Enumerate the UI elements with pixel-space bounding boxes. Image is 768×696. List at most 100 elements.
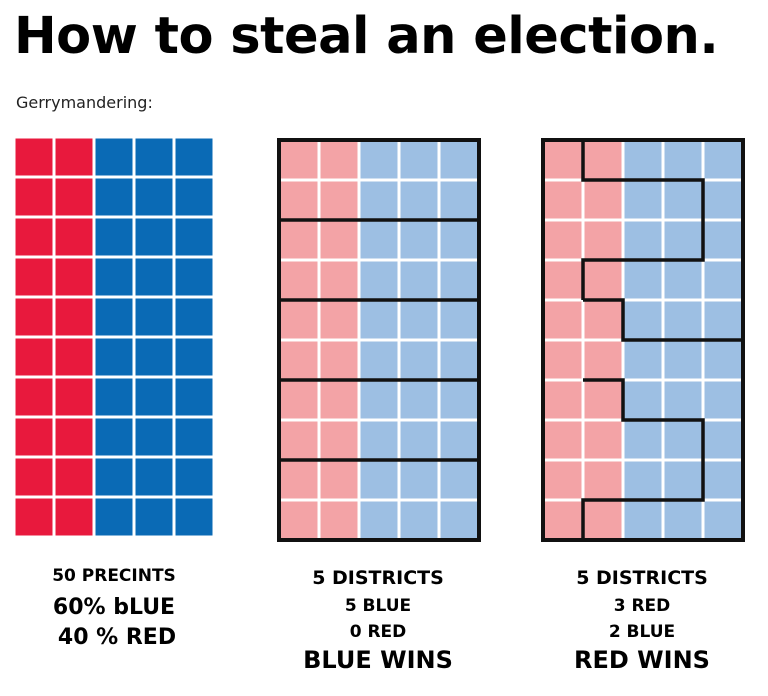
precinct-red-cell xyxy=(280,181,318,219)
precinct-red-cell xyxy=(15,218,53,256)
precinct-blue-cell xyxy=(400,261,438,299)
caption-red-wins-line-2: 3 RED xyxy=(613,596,671,616)
precinct-red-cell xyxy=(320,181,358,219)
precinct-blue-cell xyxy=(360,261,398,299)
precinct-red-cell xyxy=(55,498,93,536)
precinct-blue-cell xyxy=(95,218,133,256)
precinct-red-cell xyxy=(280,381,318,419)
district-boundary xyxy=(581,140,705,300)
precinct-red-cell xyxy=(280,341,318,379)
precinct-blue-cell xyxy=(624,421,662,459)
precinct-red-cell xyxy=(544,381,582,419)
district-boundary xyxy=(581,378,705,540)
precinct-red-cell xyxy=(55,178,93,216)
precinct-blue-cell xyxy=(704,501,742,539)
precinct-blue-cell xyxy=(95,178,133,216)
precinct-red-cell xyxy=(544,301,582,339)
precinct-red-cell xyxy=(544,421,582,459)
precinct-blue-cell xyxy=(135,138,173,176)
precinct-blue-cell xyxy=(95,338,133,376)
district-map-blue-wins xyxy=(277,138,481,542)
precinct-red-cell xyxy=(584,421,622,459)
precinct-blue-cell xyxy=(704,381,742,419)
precinct-red-cell xyxy=(584,261,622,299)
precinct-red-cell xyxy=(584,141,622,179)
district-boundary xyxy=(583,298,743,342)
precinct-blue-cell xyxy=(664,261,702,299)
caption-precincts: 50 PRECINTS 60% bLUE 40 % RED xyxy=(14,563,214,653)
precinct-blue-cell xyxy=(624,221,662,259)
precinct-blue-cell xyxy=(440,501,478,539)
precinct-blue-cell xyxy=(400,381,438,419)
precinct-blue-cell xyxy=(400,181,438,219)
precinct-blue-cell xyxy=(624,501,662,539)
precinct-blue-cell xyxy=(360,461,398,499)
precinct-blue-cell xyxy=(624,261,662,299)
precinct-blue-cell xyxy=(664,501,702,539)
precinct-blue-cell xyxy=(175,458,213,496)
precinct-blue-cell xyxy=(175,378,213,416)
precinct-blue-cell xyxy=(664,301,702,339)
caption-red-wins-line-3: 2 BLUE xyxy=(608,622,676,642)
precinct-blue-cell xyxy=(95,418,133,456)
precinct-red-cell xyxy=(544,341,582,379)
precinct-blue-cell xyxy=(440,141,478,179)
precinct-blue-cell xyxy=(95,458,133,496)
precinct-blue-cell xyxy=(360,141,398,179)
precinct-red-cell xyxy=(280,221,318,259)
precinct-red-cell xyxy=(280,501,318,539)
precinct-blue-cell xyxy=(704,221,742,259)
precinct-blue-cell xyxy=(704,141,742,179)
caption-precincts-line-2: 60% bLUE xyxy=(52,595,176,620)
precinct-blue-cell xyxy=(664,181,702,219)
precinct-red-cell xyxy=(280,301,318,339)
precinct-blue-cell xyxy=(360,341,398,379)
precinct-red-cell xyxy=(15,138,53,176)
precinct-red-cell xyxy=(280,421,318,459)
precinct-blue-cell xyxy=(400,301,438,339)
caption-precincts-line-3: 40 % RED xyxy=(57,625,177,650)
precinct-blue-cell xyxy=(400,141,438,179)
caption-blue-wins: 5 DISTRICTS 5 BLUE 0 RED BLUE WINS xyxy=(278,563,478,675)
precinct-red-cell xyxy=(320,301,358,339)
precinct-blue-cell xyxy=(624,181,662,219)
precinct-blue-cell xyxy=(135,338,173,376)
precinct-grid xyxy=(15,138,213,536)
precinct-red-cell xyxy=(15,498,53,536)
precinct-blue-cell xyxy=(175,298,213,336)
precinct-blue-cell xyxy=(664,421,702,459)
precinct-blue-cell xyxy=(95,378,133,416)
precinct-blue-cell xyxy=(175,178,213,216)
precinct-blue-cell xyxy=(440,181,478,219)
precinct-blue-cell xyxy=(664,381,702,419)
precinct-blue-cell xyxy=(704,421,742,459)
precinct-red-cell xyxy=(320,461,358,499)
precinct-red-cell xyxy=(544,181,582,219)
precinct-blue-cell xyxy=(440,261,478,299)
precinct-blue-cell xyxy=(175,138,213,176)
precinct-blue-cell xyxy=(135,218,173,256)
precinct-blue-cell xyxy=(175,418,213,456)
caption-red-wins: 5 DISTRICTS 3 RED 2 BLUE RED WINS xyxy=(542,563,742,675)
district-map-border xyxy=(541,138,745,542)
precinct-blue-cell xyxy=(95,498,133,536)
precinct-blue-cell xyxy=(175,258,213,296)
precinct-blue-cell xyxy=(360,181,398,219)
precinct-red-cell xyxy=(280,261,318,299)
precinct-blue-cell xyxy=(135,378,173,416)
precinct-blue-cell xyxy=(624,461,662,499)
precinct-red-cell xyxy=(15,418,53,456)
precinct-red-cell xyxy=(544,261,582,299)
precinct-blue-cell xyxy=(440,461,478,499)
precinct-blue-cell xyxy=(664,141,702,179)
district-map-red-wins xyxy=(541,138,745,542)
precinct-red-cell xyxy=(544,141,582,179)
caption-red-wins-result: RED WINS xyxy=(574,646,710,674)
precinct-red-cell xyxy=(544,221,582,259)
precinct-red-cell xyxy=(15,298,53,336)
precinct-blue-cell xyxy=(175,338,213,376)
precinct-red-cell xyxy=(320,221,358,259)
precinct-blue-cell xyxy=(664,461,702,499)
precinct-blue-cell xyxy=(624,341,662,379)
precinct-blue-cell xyxy=(135,298,173,336)
